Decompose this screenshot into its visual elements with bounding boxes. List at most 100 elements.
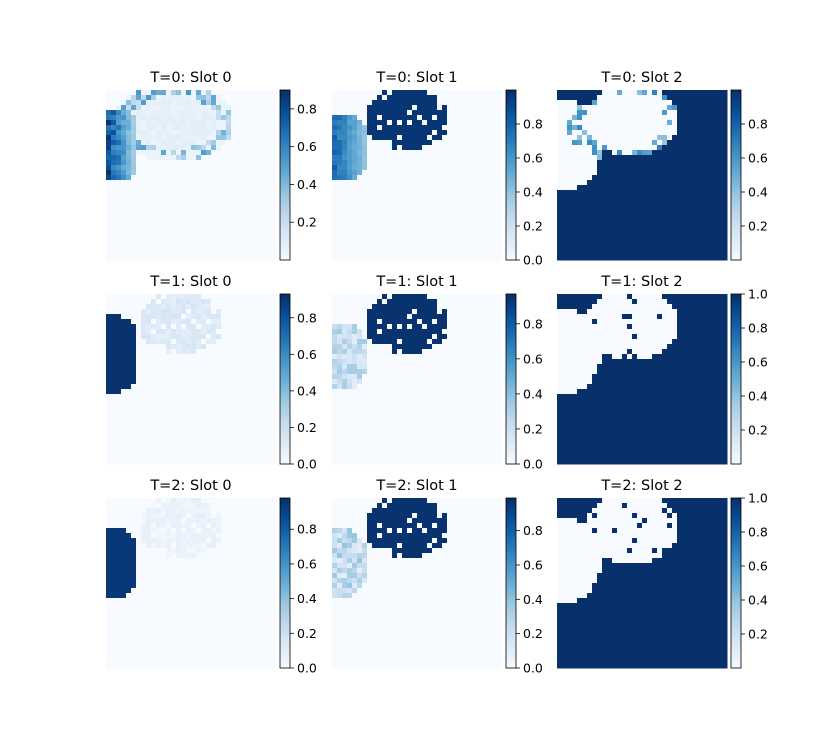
heatmap-cell (261, 195, 267, 201)
heatmap-cell (211, 349, 217, 355)
heatmap-cell (166, 205, 172, 211)
heatmap-cell (477, 225, 483, 231)
heatmap-cell (116, 115, 122, 121)
heatmap-cell (156, 160, 162, 166)
heatmap-cell (387, 160, 393, 166)
heatmap-cell (397, 170, 403, 176)
heatmap-cell (587, 205, 593, 211)
heatmap-cell (487, 299, 493, 305)
heatmap-cell (186, 414, 192, 420)
heatmap-cell (367, 105, 373, 111)
colorbar-gradient-step (280, 237, 290, 241)
heatmap-cell (251, 339, 257, 345)
heatmap-cell (191, 210, 197, 216)
heatmap-cell (632, 195, 638, 201)
heatmap-cell (382, 175, 388, 181)
heatmap-cell (186, 304, 192, 310)
heatmap-cell (367, 200, 373, 206)
heatmap-cell (677, 190, 683, 196)
colorbar-gradient-step (280, 387, 290, 391)
heatmap-cell (432, 294, 438, 300)
heatmap-cell (111, 369, 117, 375)
heatmap-cell (156, 150, 162, 156)
heatmap-cell (582, 240, 588, 246)
heatmap-cell (422, 90, 428, 96)
heatmap-cell (116, 180, 122, 186)
heatmap-cell (186, 424, 192, 430)
heatmap-cell (241, 105, 247, 111)
heatmap-cell (201, 210, 207, 216)
heatmap-cell (226, 344, 232, 350)
heatmap-cell (186, 90, 192, 96)
heatmap-cell (136, 369, 142, 375)
colorbar-gradient-step (731, 240, 741, 244)
heatmap-cell (667, 190, 673, 196)
heatmap-cell (417, 294, 423, 300)
colorbar-gradient-step (280, 257, 290, 261)
heatmap-cell (572, 180, 578, 186)
colorbar-gradient-step (280, 186, 290, 190)
heatmap-cell (151, 419, 157, 425)
heatmap-cell (497, 120, 503, 126)
heatmap-cell (191, 459, 197, 465)
heatmap-cell (482, 95, 488, 101)
heatmap-cell (662, 120, 668, 126)
heatmap-cell (146, 364, 152, 370)
heatmap-cell (687, 195, 693, 201)
heatmap-cell (146, 190, 152, 196)
heatmap-cell (347, 235, 353, 241)
heatmap-cell (437, 150, 443, 156)
heatmap-cell (126, 309, 132, 315)
heatmap-cell (722, 240, 728, 246)
heatmap-cell (587, 245, 593, 251)
heatmap-cell (637, 255, 643, 261)
heatmap-cell (106, 225, 112, 231)
heatmap-cell (241, 180, 247, 186)
heatmap-cell (141, 230, 147, 236)
heatmap-cell (452, 195, 458, 201)
heatmap-cell (372, 299, 378, 305)
heatmap-cell (251, 389, 257, 395)
heatmap-cell (612, 185, 618, 191)
heatmap-cell (121, 210, 127, 216)
heatmap-cell (196, 115, 202, 121)
heatmap-cell (342, 130, 348, 136)
heatmap-cell (211, 210, 217, 216)
heatmap-cell (482, 120, 488, 126)
colorbar-gradient-step (506, 186, 516, 190)
heatmap-cell (342, 120, 348, 126)
heatmap-cell (206, 225, 212, 231)
heatmap-cell (186, 160, 192, 166)
heatmap-cell (492, 110, 498, 116)
heatmap-cell (337, 210, 343, 216)
heatmap-cell (617, 140, 623, 146)
heatmap-cell (367, 165, 373, 171)
heatmap-cell (106, 245, 112, 251)
heatmap-cell (402, 215, 408, 221)
heatmap-cell (617, 100, 623, 106)
heatmap-cell (652, 135, 658, 141)
heatmap-cell (447, 165, 453, 171)
heatmap-cell (176, 115, 182, 121)
colorbar-gradient-step (280, 138, 290, 142)
heatmap-cell (201, 374, 207, 380)
heatmap-cell (362, 255, 368, 261)
heatmap-cell (206, 190, 212, 196)
heatmap-cell (196, 150, 202, 156)
heatmap-cell (251, 424, 257, 430)
heatmap-cell (672, 210, 678, 216)
heatmap-cell (397, 115, 403, 121)
colorbar-gradient-step (731, 95, 741, 99)
heatmap-cell (221, 175, 227, 181)
heatmap-cell (412, 170, 418, 176)
heatmap-cell (472, 105, 478, 111)
heatmap-cell (206, 404, 212, 410)
heatmap-cell (216, 175, 222, 181)
heatmap-cell (352, 115, 358, 121)
heatmap-cell (191, 145, 197, 151)
heatmap-cell (246, 125, 252, 131)
heatmap-cell (116, 384, 122, 390)
heatmap-cell (477, 205, 483, 211)
heatmap-cell (562, 100, 568, 106)
heatmap-cell (151, 245, 157, 251)
